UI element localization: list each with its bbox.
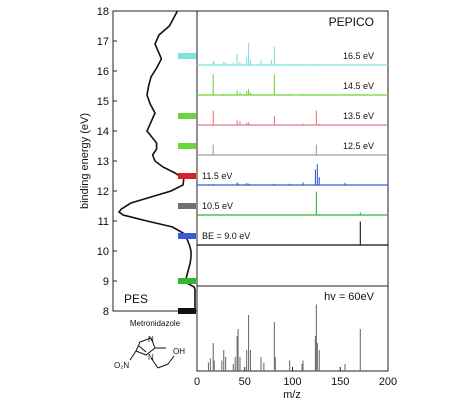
y-tick-label: 11 [98,216,109,228]
hydroxyl-group: OH [173,347,185,356]
trace-11-5-ev: 11.5 eV [197,164,388,186]
trace-be-9-0-ev: BE = 9.0 eV [197,221,388,246]
trace-16-5-ev: 16.5 eV [197,42,388,66]
pepico-title: PEPICO [329,15,374,29]
x-axis-label: m/z [283,389,301,401]
y-tick-label: 16 [97,66,109,78]
energy-marker-11-5 [178,203,196,209]
energy-marker-13-5 [178,143,196,149]
trace-hv-60ev: hv = 60eV [207,291,375,371]
trace-label: 11.5 eV [202,171,232,181]
energy-marker-16-5 [178,53,196,59]
x-tick-label: 200 [379,376,397,388]
y-tick-label: 12 [97,186,109,198]
nitro-group: O₂N [114,361,129,370]
trace-10-5-ev: 10.5 eV [197,191,388,216]
y-tick-label: 17 [97,36,109,48]
y-tick-label: 9 [103,276,109,288]
atom-n-bottom: N [148,353,154,362]
energy-marker-12-5 [178,173,196,179]
nitro-bond [129,350,137,361]
molecule-name: Metronidazole [130,319,181,328]
trace-14-5-ev: 14.5 eV [197,74,388,96]
x-tick-label: 0 [194,376,200,388]
x-tick-label: 150 [331,376,349,388]
energy-marker-9 [178,278,196,284]
axes-layer: 8 9 10 11 12 13 14 15 16 17 18 0 50 100 150 200 [97,6,397,388]
trace-label: 12.5 eV [343,141,374,151]
trace-13-5-ev: 13.5 eV [197,110,388,126]
ethanol-bond-3 [167,355,175,365]
y-axis-label: binding energy (eV) [79,113,91,209]
trace-label: BE = 9.0 eV [202,231,250,241]
imidazole-ring [135,337,156,356]
trace-label: 10.5 eV [202,201,233,211]
y-tick-label: 13 [97,156,109,168]
trace-label: hv = 60eV [324,291,375,303]
y-tick-label: 8 [103,306,109,318]
ethanol-bond-2 [157,363,169,369]
atom-n-top: N [148,335,154,344]
energy-marker-10-5 [178,233,196,239]
trace-label: 14.5 eV [343,81,374,91]
pepico-layer: 16.5 eV 14.5 eV 13.5 eV 12.5 eV 11.5 eV 10.5 … [197,42,388,371]
trace-label: 16.5 eV [343,51,374,61]
double-bond [138,345,147,353]
energy-marker-8 [178,308,196,314]
energy-marker-14-5 [178,113,196,119]
pes-curve [117,10,196,311]
pes-layer [117,10,196,314]
x-tick-label: 50 [239,376,251,388]
y-tick-label: 14 [97,126,109,138]
x-tick-label: 100 [283,376,301,388]
trace-12-5-ev: 12.5 eV [197,141,388,156]
y-tick-label: 18 [97,6,109,18]
y-tick-label: 10 [97,246,109,258]
trace-label: 13.5 eV [343,111,374,121]
molecule: Metronidazole N N O₂N OH [114,319,185,370]
y-tick-label: 15 [97,96,109,108]
pes-label: PES [124,292,148,306]
ethanol-bond-1 [150,357,159,369]
